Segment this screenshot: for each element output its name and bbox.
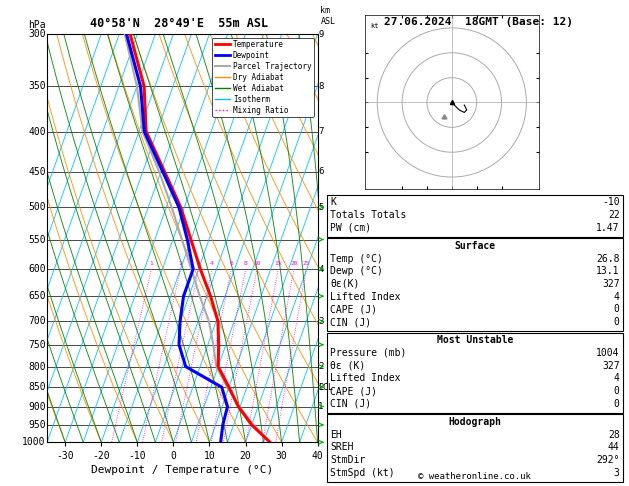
- Text: 40°58'N  28°49'E  55m ASL: 40°58'N 28°49'E 55m ASL: [90, 17, 269, 30]
- Text: 1000: 1000: [22, 437, 46, 447]
- Text: 0: 0: [614, 399, 620, 409]
- Text: Temp (°C): Temp (°C): [330, 254, 383, 263]
- Text: 2: 2: [318, 382, 323, 392]
- Text: 2: 2: [318, 362, 323, 371]
- Text: 292°: 292°: [596, 455, 620, 465]
- X-axis label: Dewpoint / Temperature (°C): Dewpoint / Temperature (°C): [91, 466, 274, 475]
- Text: 450: 450: [28, 167, 46, 176]
- Text: SREH: SREH: [330, 442, 353, 452]
- Text: -10: -10: [602, 197, 620, 208]
- Text: Lifted Index: Lifted Index: [330, 373, 401, 383]
- Text: 22: 22: [608, 210, 620, 220]
- Text: 1: 1: [318, 402, 323, 411]
- Text: K: K: [330, 197, 336, 208]
- Text: hPa: hPa: [28, 20, 46, 30]
- Text: 1004: 1004: [596, 348, 620, 358]
- Text: 0: 0: [614, 317, 620, 327]
- Text: 20: 20: [290, 261, 298, 266]
- Text: 800: 800: [28, 362, 46, 372]
- Text: 28: 28: [608, 430, 620, 440]
- Text: 3: 3: [614, 468, 620, 478]
- Text: 850: 850: [28, 382, 46, 392]
- Text: 44: 44: [608, 442, 620, 452]
- Text: 1.47: 1.47: [596, 223, 620, 233]
- Text: 6: 6: [318, 167, 323, 176]
- Text: km
ASL: km ASL: [320, 6, 335, 26]
- Text: 3: 3: [197, 261, 201, 266]
- Text: © weatheronline.co.uk: © weatheronline.co.uk: [418, 472, 532, 481]
- Text: 4: 4: [614, 292, 620, 302]
- Text: Totals Totals: Totals Totals: [330, 210, 406, 220]
- Text: θε(K): θε(K): [330, 279, 360, 289]
- Text: 0: 0: [614, 386, 620, 396]
- Text: 1: 1: [150, 261, 153, 266]
- Text: EH: EH: [330, 430, 342, 440]
- Text: Pressure (mb): Pressure (mb): [330, 348, 406, 358]
- Text: Most Unstable: Most Unstable: [437, 335, 513, 345]
- Text: 26.8: 26.8: [596, 254, 620, 263]
- Text: 25: 25: [303, 261, 310, 266]
- Text: 500: 500: [28, 202, 46, 212]
- Text: 327: 327: [602, 361, 620, 371]
- Text: 4: 4: [614, 373, 620, 383]
- Text: CAPE (J): CAPE (J): [330, 304, 377, 314]
- Text: 950: 950: [28, 420, 46, 430]
- Text: 700: 700: [28, 316, 46, 326]
- Text: Dewp (°C): Dewp (°C): [330, 266, 383, 276]
- Text: 8: 8: [244, 261, 248, 266]
- Text: 13.1: 13.1: [596, 266, 620, 276]
- Text: 400: 400: [28, 126, 46, 137]
- Text: 300: 300: [28, 29, 46, 39]
- Text: LCL: LCL: [318, 382, 333, 392]
- Text: 5: 5: [318, 203, 323, 212]
- Text: Surface: Surface: [454, 241, 496, 251]
- Text: 0: 0: [614, 304, 620, 314]
- Text: 3: 3: [318, 317, 323, 326]
- Text: 4: 4: [318, 264, 323, 274]
- Text: 900: 900: [28, 401, 46, 412]
- Text: 350: 350: [28, 81, 46, 91]
- Text: 15: 15: [275, 261, 282, 266]
- Text: 8: 8: [318, 82, 323, 91]
- Text: 7: 7: [318, 127, 323, 136]
- Text: 6: 6: [230, 261, 233, 266]
- Text: CIN (J): CIN (J): [330, 399, 371, 409]
- Text: 2: 2: [179, 261, 182, 266]
- Text: 600: 600: [28, 264, 46, 274]
- Text: 327: 327: [602, 279, 620, 289]
- Legend: Temperature, Dewpoint, Parcel Trajectory, Dry Adiabat, Wet Adiabat, Isotherm, Mi: Temperature, Dewpoint, Parcel Trajectory…: [212, 38, 314, 117]
- Text: 650: 650: [28, 291, 46, 301]
- Text: StmDir: StmDir: [330, 455, 365, 465]
- Text: StmSpd (kt): StmSpd (kt): [330, 468, 395, 478]
- Text: 27.06.2024  18GMT (Base: 12): 27.06.2024 18GMT (Base: 12): [384, 17, 572, 27]
- Text: Hodograph: Hodograph: [448, 417, 501, 427]
- Text: θε (K): θε (K): [330, 361, 365, 371]
- Text: 550: 550: [28, 235, 46, 244]
- Text: Lifted Index: Lifted Index: [330, 292, 401, 302]
- Text: CAPE (J): CAPE (J): [330, 386, 377, 396]
- Text: kt: kt: [370, 23, 378, 29]
- Text: CIN (J): CIN (J): [330, 317, 371, 327]
- Text: PW (cm): PW (cm): [330, 223, 371, 233]
- Text: 750: 750: [28, 340, 46, 350]
- Text: 10: 10: [253, 261, 261, 266]
- Text: 4: 4: [210, 261, 214, 266]
- Text: 9: 9: [318, 30, 323, 38]
